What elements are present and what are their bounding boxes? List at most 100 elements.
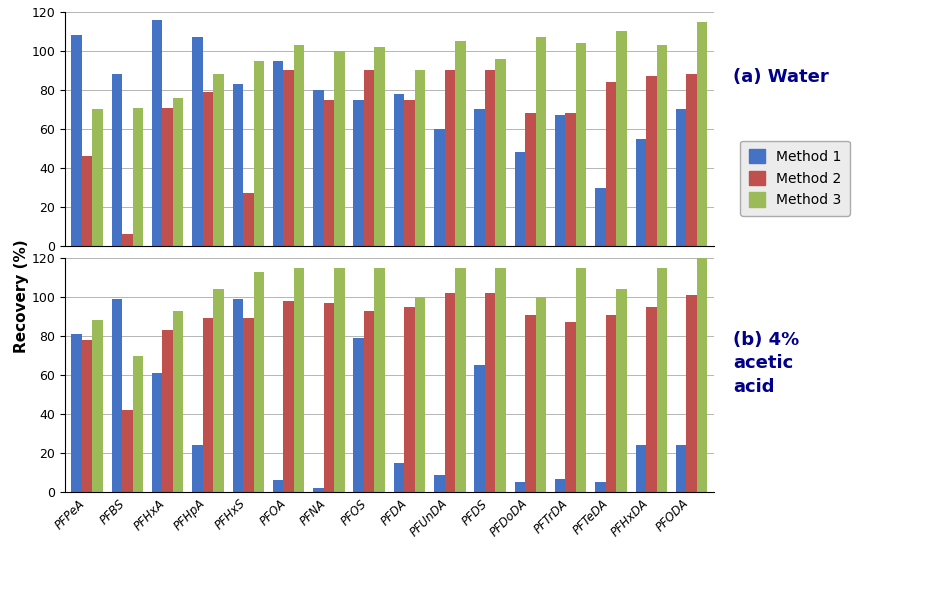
Bar <box>82 157 93 246</box>
Bar <box>686 74 697 246</box>
Bar <box>364 71 375 246</box>
Bar <box>514 152 526 246</box>
Bar <box>536 37 546 246</box>
Bar <box>162 330 173 492</box>
Bar <box>192 445 203 492</box>
Bar <box>445 71 455 246</box>
Bar <box>576 43 587 246</box>
Text: Recovery (%): Recovery (%) <box>14 240 29 353</box>
Bar <box>324 100 334 246</box>
Bar <box>152 20 162 246</box>
Bar <box>253 60 264 246</box>
Bar <box>595 483 605 492</box>
Bar <box>455 41 465 246</box>
Bar <box>555 479 565 492</box>
Bar <box>111 299 122 492</box>
Bar <box>495 59 506 246</box>
Bar <box>93 110 103 246</box>
Bar <box>595 187 605 246</box>
Bar <box>133 356 143 492</box>
Bar <box>576 267 587 492</box>
Bar <box>82 340 93 492</box>
Bar <box>414 297 425 492</box>
Bar <box>71 334 82 492</box>
Bar <box>434 474 445 492</box>
Bar <box>526 113 536 246</box>
Bar <box>243 193 253 246</box>
Bar <box>364 311 375 492</box>
Bar <box>445 293 455 492</box>
Bar <box>455 267 465 492</box>
Bar <box>475 110 485 246</box>
Bar <box>353 338 364 492</box>
Bar <box>284 301 294 492</box>
Bar <box>313 488 324 492</box>
Bar <box>243 318 253 492</box>
Bar <box>173 98 184 246</box>
Bar <box>233 299 243 492</box>
Bar <box>656 45 667 246</box>
Bar <box>375 267 385 492</box>
Bar <box>394 94 404 246</box>
Bar <box>294 45 304 246</box>
Bar <box>616 31 627 246</box>
Legend: Method 1, Method 2, Method 3: Method 1, Method 2, Method 3 <box>740 141 850 216</box>
Bar <box>71 36 82 246</box>
Bar <box>646 307 656 492</box>
Bar <box>605 82 616 246</box>
Bar <box>485 71 495 246</box>
Bar <box>616 289 627 492</box>
Bar <box>122 234 133 246</box>
Text: (a) Water: (a) Water <box>733 68 829 87</box>
Bar <box>565 323 576 492</box>
Bar <box>192 37 203 246</box>
Bar <box>353 100 364 246</box>
Bar <box>111 74 122 246</box>
Bar <box>152 373 162 492</box>
Bar <box>404 100 414 246</box>
Bar <box>514 483 526 492</box>
Text: (b) 4%
acetic
acid: (b) 4% acetic acid <box>733 331 799 396</box>
Bar <box>334 267 345 492</box>
Bar <box>324 303 334 492</box>
Bar <box>676 110 686 246</box>
Bar <box>605 314 616 492</box>
Bar <box>253 272 264 492</box>
Bar <box>313 90 324 246</box>
Bar <box>273 60 284 246</box>
Bar <box>646 76 656 246</box>
Bar <box>294 267 304 492</box>
Bar <box>414 71 425 246</box>
Bar <box>93 320 103 492</box>
Bar <box>233 84 243 246</box>
Bar <box>394 463 404 492</box>
Bar <box>475 365 485 492</box>
Bar <box>555 116 565 246</box>
Bar <box>536 297 546 492</box>
Bar <box>676 445 686 492</box>
Bar <box>122 410 133 492</box>
Bar <box>485 293 495 492</box>
Bar <box>162 107 173 246</box>
Bar <box>133 107 143 246</box>
Bar <box>656 267 667 492</box>
Bar <box>203 92 213 246</box>
Bar <box>495 267 506 492</box>
Bar <box>636 445 646 492</box>
Bar <box>173 311 184 492</box>
Bar <box>526 314 536 492</box>
Bar <box>213 74 223 246</box>
Bar <box>686 295 697 492</box>
Bar <box>334 51 345 246</box>
Bar <box>375 47 385 246</box>
Bar <box>203 318 213 492</box>
Bar <box>697 256 707 492</box>
Bar <box>273 480 284 492</box>
Bar <box>213 289 223 492</box>
Bar <box>284 71 294 246</box>
Bar <box>404 307 414 492</box>
Bar <box>697 21 707 246</box>
Bar <box>434 129 445 246</box>
Bar <box>565 113 576 246</box>
Bar <box>636 139 646 246</box>
